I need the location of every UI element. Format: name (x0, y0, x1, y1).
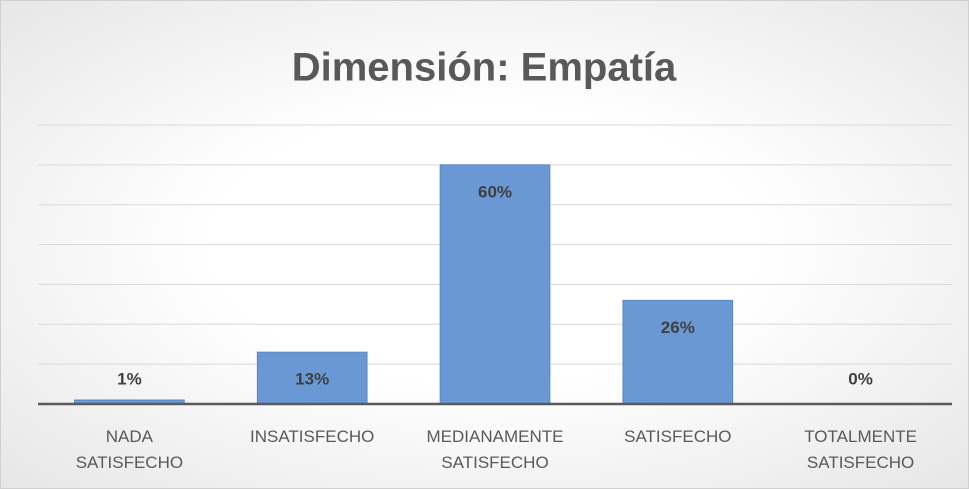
data-label: 0% (848, 369, 873, 388)
bar (439, 164, 551, 405)
data-label: 13% (295, 369, 329, 388)
x-tick-label: NADA SATISFECHO (75, 427, 184, 472)
x-tick-label: MEDIANAMENTE SATISFECHO (426, 427, 564, 472)
x-tick-label: SATISFECHO (624, 427, 732, 446)
data-label: 1% (117, 369, 142, 388)
bar (256, 351, 368, 405)
x-tick-label: TOTALMENTE SATISFECHO (804, 427, 917, 472)
data-label: 26% (661, 318, 695, 337)
chart-title: Dimensión: Empatía (292, 46, 677, 90)
data-label: 60% (478, 182, 512, 201)
x-tick-label: INSATISFECHO (250, 427, 375, 446)
bar (622, 299, 734, 405)
